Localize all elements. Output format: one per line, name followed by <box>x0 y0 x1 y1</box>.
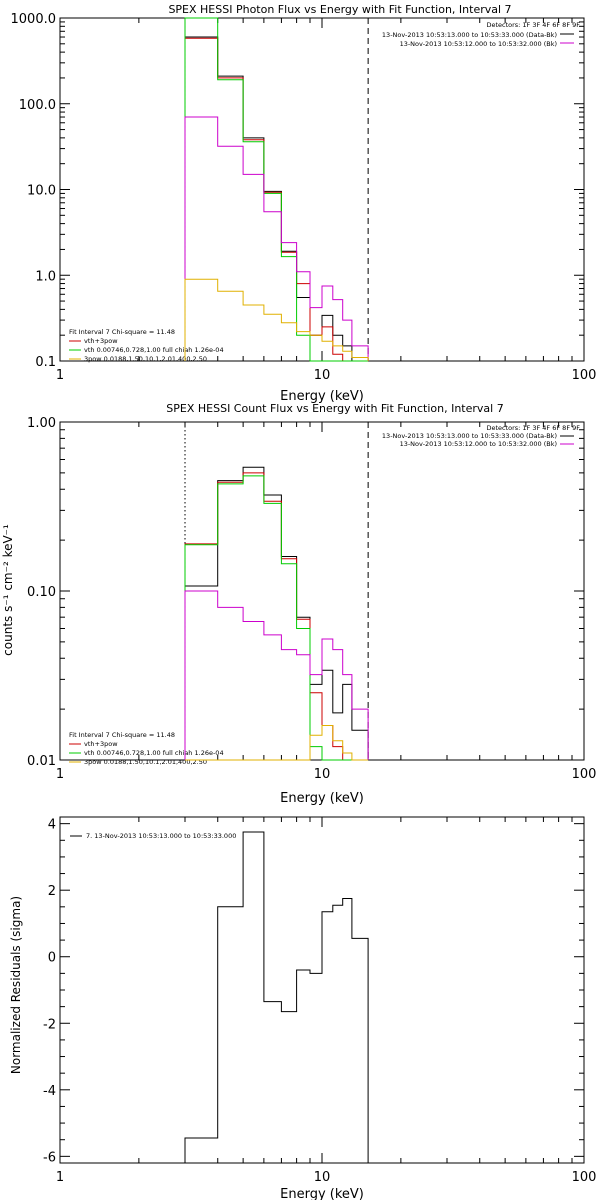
series-line-2 <box>184 475 369 761</box>
fit-legend-header: Fit Interval 7 Chi-square = 11.48 <box>69 328 175 336</box>
y-tick-label: -2 <box>43 1017 56 1032</box>
fit-legend-item-vth: vth 0.00746,0.728,1.00 full chiah 1.26e-… <box>84 749 224 757</box>
x-tick-label: 100 <box>572 767 597 782</box>
x-axis-label: Energy (keV) <box>280 1187 364 1200</box>
series-line-1 <box>184 472 369 761</box>
series-line-0 <box>184 831 369 1163</box>
panel-title: SPEX HESSI Photon Flux vs Energy with Fi… <box>168 3 511 16</box>
series-line-3 <box>184 116 369 361</box>
top-legend-item-bk: 13-Nov-2013 10:53:12.000 to 10:53:32.000… <box>400 40 557 48</box>
y-tick-label: 4 <box>48 818 56 833</box>
panel-title: SPEX HESSI Count Flux vs Energy with Fit… <box>166 402 503 415</box>
y-axis-label: counts s⁻¹ cm⁻² keV⁻¹ <box>1 524 15 656</box>
y-tick-label: -4 <box>43 1084 56 1099</box>
top-legend-item-bk: 13-Nov-2013 10:53:12.000 to 10:53:32.000… <box>400 440 557 448</box>
legend-item-interval: 7. 13-Nov-2013 10:53:13.000 to 10:53:33.… <box>86 832 236 840</box>
series-line-4 <box>184 278 369 361</box>
y-tick-label: 100.0 <box>19 98 56 113</box>
top-legend-item-data: 13-Nov-2013 10:53:13.000 to 10:53:33.000… <box>382 31 557 39</box>
residuals-panel: Energy (keV) Normalized Residuals (sigma… <box>9 816 597 1200</box>
series-line-0 <box>184 466 369 760</box>
top-legend-detectors: Detectors: 1F 3F 4F 6F 8F 9F <box>486 424 580 432</box>
y-tick-label: 0.01 <box>27 754 56 769</box>
x-tick-label: 100 <box>572 1170 597 1185</box>
y-axis-label: Normalized Residuals (sigma) <box>9 896 23 1074</box>
x-axis-label: Energy (keV) <box>280 389 364 404</box>
fit-legend-item-3pow: 3pow 0.0188,1.50,10.1,2.01,400,2.50 <box>84 758 207 766</box>
x-tick-label: 1 <box>56 1170 64 1185</box>
y-tick-label: 0 <box>48 951 56 966</box>
series-line-0 <box>184 36 369 362</box>
series-line-2 <box>184 17 369 362</box>
y-tick-label: 0.10 <box>27 585 56 600</box>
fit-legend-item-vth: vth 0.00746,0.728,1.00 full chiah 1.26e-… <box>84 346 224 354</box>
y-tick-label: 1.0 <box>35 269 56 284</box>
photon-flux-panel: SPEX HESSI Photon Flux vs Energy with Fi… <box>11 3 597 404</box>
x-tick-label: 10 <box>314 1170 331 1185</box>
x-tick-label: 100 <box>572 368 597 383</box>
series-line-4 <box>185 725 369 761</box>
series-line-3 <box>184 590 369 760</box>
plot-frame <box>59 816 585 1164</box>
fit-legend-item-total: vth+3pow <box>84 740 118 748</box>
x-tick-label: 1 <box>56 368 64 383</box>
y-tick-label: 0.1 <box>35 355 56 370</box>
fit-legend-header: Fit Interval 7 Chi-square = 11.48 <box>69 731 175 739</box>
top-legend-detectors: Detectors: 1F 3F 4F 6F 8F 9F <box>486 21 580 29</box>
x-tick-label: 1 <box>56 767 64 782</box>
x-tick-label: 10 <box>314 368 331 383</box>
x-axis-label: Energy (keV) <box>280 791 364 806</box>
y-tick-label: 1000.0 <box>11 12 57 27</box>
y-tick-label: 2 <box>48 884 56 899</box>
top-legend-item-data: 13-Nov-2013 10:53:13.000 to 10:53:33.000… <box>382 432 557 440</box>
y-tick-label: 10.0 <box>27 184 56 199</box>
fit-legend-item-total: vth+3pow <box>84 337 118 345</box>
y-tick-label: -6 <box>43 1150 56 1165</box>
plot-frame <box>59 17 585 362</box>
series-line-1 <box>184 37 369 362</box>
count-flux-panel: SPEX HESSI Count Flux vs Energy with Fit… <box>1 402 596 806</box>
fit-legend-item-3pow: 3pow 0.0188,1.50,10.1,2.01,400,2.50 <box>84 355 207 363</box>
x-tick-label: 10 <box>314 767 331 782</box>
y-tick-label: 1.00 <box>27 416 56 431</box>
